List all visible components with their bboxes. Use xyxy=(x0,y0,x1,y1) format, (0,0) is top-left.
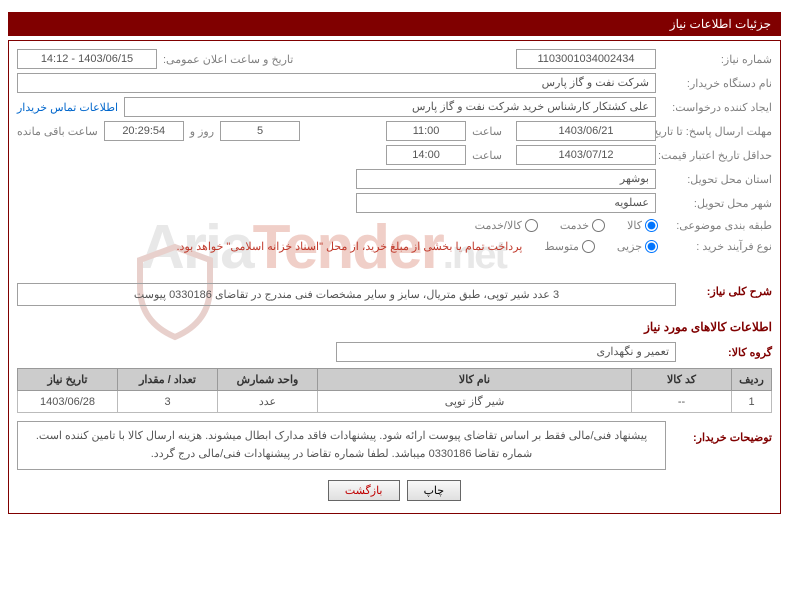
need-number-field: 1103001034002434 xyxy=(516,49,656,69)
radio-service[interactable]: خدمت xyxy=(560,219,605,232)
cell-name: شیر گاز توپی xyxy=(318,391,632,413)
goods-group-label: گروه کالا: xyxy=(682,344,772,361)
validity-time-field: 14:00 xyxy=(386,145,466,165)
radio-medium-label: متوسط xyxy=(544,240,579,253)
response-date-field: 1403/06/21 xyxy=(516,121,656,141)
goods-table: ردیف کد کالا نام کالا واحد شمارش تعداد /… xyxy=(17,368,772,413)
validity-date-field: 1403/07/12 xyxy=(516,145,656,165)
radio-goods-service[interactable]: کالا/خدمت xyxy=(475,219,538,232)
page-header: جزئیات اطلاعات نیاز xyxy=(8,12,781,36)
days-count-field: 5 xyxy=(220,121,300,141)
button-row: چاپ بازگشت xyxy=(17,480,772,501)
buyer-notes-label: توضیحات خریدار: xyxy=(672,421,772,446)
remaining-label: ساعت باقی مانده xyxy=(17,123,98,140)
contact-link[interactable]: اطلاعات تماس خریدار xyxy=(17,101,118,114)
response-time-field: 11:00 xyxy=(386,121,466,141)
general-desc-box: 3 عدد شیر توپی، طبق متریال، سایز و سایر … xyxy=(17,283,676,306)
th-date: تاریخ نیاز xyxy=(18,369,118,391)
th-row: ردیف xyxy=(732,369,772,391)
radio-partial[interactable]: جزیی xyxy=(617,240,658,253)
cell-row: 1 xyxy=(732,391,772,413)
requester-label: ایجاد کننده درخواست: xyxy=(662,99,772,116)
radio-service-input[interactable] xyxy=(592,219,605,232)
delivery-city-field: عسلویه xyxy=(356,193,656,213)
delivery-province-field: بوشهر xyxy=(356,169,656,189)
general-desc-label: شرح کلی نیاز: xyxy=(682,283,772,300)
goods-group-field: تعمیر و نگهداری xyxy=(336,342,676,362)
page-title: جزئیات اطلاعات نیاز xyxy=(670,17,771,31)
radio-goods[interactable]: کالا xyxy=(627,219,658,232)
delivery-province-label: استان محل تحویل: xyxy=(662,171,772,188)
countdown-field: 20:29:54 xyxy=(104,121,184,141)
buyer-org-label: نام دستگاه خریدار: xyxy=(662,75,772,92)
radio-partial-label: جزیی xyxy=(617,240,642,253)
table-header-row: ردیف کد کالا نام کالا واحد شمارش تعداد /… xyxy=(18,369,772,391)
delivery-city-label: شهر محل تحویل: xyxy=(662,195,772,212)
announce-date-label: تاریخ و ساعت اعلان عمومی: xyxy=(163,51,293,68)
time-label-1: ساعت xyxy=(472,123,502,140)
th-qty: تعداد / مقدار xyxy=(118,369,218,391)
radio-goods-label: کالا xyxy=(627,219,642,232)
days-and-label: روز و xyxy=(190,123,214,140)
cell-date: 1403/06/28 xyxy=(18,391,118,413)
announce-date-field: 1403/06/15 - 14:12 xyxy=(17,49,157,69)
response-deadline-label: مهلت ارسال پاسخ: تا تاریخ: xyxy=(662,123,772,140)
radio-goods-input[interactable] xyxy=(645,219,658,232)
category-label: طبقه بندی موضوعی: xyxy=(662,217,772,234)
radio-medium[interactable]: متوسط xyxy=(544,240,595,253)
th-code: کد کالا xyxy=(632,369,732,391)
table-row: 1 -- شیر گاز توپی عدد 3 1403/06/28 xyxy=(18,391,772,413)
need-number-label: شماره نیاز: xyxy=(662,51,772,68)
print-button[interactable]: چاپ xyxy=(407,480,462,501)
time-label-2: ساعت xyxy=(472,147,502,164)
back-button[interactable]: بازگشت xyxy=(328,480,400,501)
th-name: نام کالا xyxy=(318,369,632,391)
requester-field: علی کشتکار کارشناس خرید شرکت نفت و گاز پ… xyxy=(124,97,656,117)
radio-partial-input[interactable] xyxy=(645,240,658,253)
cell-code: -- xyxy=(632,391,732,413)
buyer-notes-box: پیشنهاد فنی/مالی فقط بر اساس تقاضای پیوس… xyxy=(17,421,666,470)
radio-medium-input[interactable] xyxy=(582,240,595,253)
cell-qty: 3 xyxy=(118,391,218,413)
buyer-org-field: شرکت نفت و گاز پارس xyxy=(17,73,656,93)
cell-unit: عدد xyxy=(218,391,318,413)
radio-goods-service-label: کالا/خدمت xyxy=(475,219,522,232)
purchase-type-label: نوع فرآیند خرید : xyxy=(662,238,772,255)
radio-service-label: خدمت xyxy=(560,219,589,232)
main-form: شماره نیاز: 1103001034002434 تاریخ و ساع… xyxy=(8,40,781,514)
validity-label: حداقل تاریخ اعتبار قیمت: تا تاریخ: xyxy=(662,147,772,164)
payment-note: پرداخت تمام یا بخشی از مبلغ خرید، از محل… xyxy=(177,240,523,253)
th-unit: واحد شمارش xyxy=(218,369,318,391)
radio-goods-service-input[interactable] xyxy=(525,219,538,232)
goods-info-title: اطلاعات کالاهای مورد نیاز xyxy=(17,320,772,334)
